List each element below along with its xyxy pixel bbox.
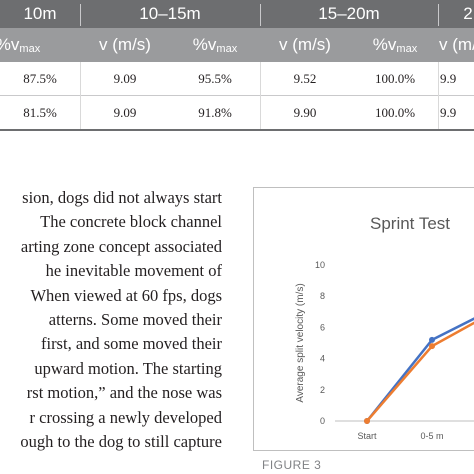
table-cell: 91.8%: [198, 105, 232, 120]
table-row: 87.5% 9.09 95.5% 9.52 100.0% 9.9: [0, 62, 474, 95]
x-tick-label: 0-5 m: [420, 431, 443, 441]
col-header-pct-vmax: %vmax: [372, 35, 418, 55]
col-header-pct-vmax: %vmax: [192, 35, 238, 55]
col-header-velocity: v (m/s): [279, 35, 331, 54]
x-tick-label: Start: [357, 431, 377, 441]
group-header-divider: [438, 4, 439, 26]
series-0-point: [429, 336, 435, 343]
y-tick-label: 0: [320, 416, 325, 426]
table-cell: 9.90: [293, 105, 317, 120]
group-header-divider: [80, 4, 81, 26]
table-bottom-rule: [0, 129, 474, 131]
text-line: The concrete block channel: [40, 212, 222, 232]
text-line: When viewed at 60 fps, dogs: [30, 285, 222, 305]
table-cell: 9.9: [440, 71, 457, 86]
col-header-velocity: v (m/s): [99, 35, 151, 54]
y-tick-label: 6: [320, 322, 325, 332]
table-cell: 87.5%: [23, 71, 57, 86]
table-cell: 81.5%: [23, 105, 57, 120]
group-header-0-10m: 10m: [23, 4, 57, 23]
column-divider: [80, 62, 81, 129]
table-cell: 100.0%: [374, 71, 416, 86]
text-line: arting zone concept associated: [20, 236, 222, 256]
text-line: ough to the dog to still capture: [20, 432, 222, 452]
table-cell: 95.5%: [198, 71, 232, 86]
table-group-header-band: [0, 0, 474, 28]
text-line: upward motion. The starting: [34, 358, 222, 378]
column-divider: [438, 62, 439, 129]
y-tick-label: 4: [320, 354, 325, 364]
row-divider: [0, 95, 474, 96]
group-header-15-20m: 15–20m: [318, 4, 380, 23]
table-cell: 9.09: [113, 105, 137, 120]
figure-frame: [253, 187, 474, 451]
text-line: sion, dogs did not always start: [22, 188, 222, 207]
col-header-velocity: v (m/s): [439, 35, 474, 54]
column-divider: [260, 62, 261, 129]
table-row: 81.5% 9.09 91.8% 9.90 100.0% 9.9: [0, 96, 474, 129]
figure-caption: FIGURE 3: [262, 458, 322, 472]
table-cell: 9.9: [440, 105, 457, 120]
y-tick-label: 10: [315, 260, 325, 270]
group-header-10-15m: 10–15m: [139, 4, 201, 23]
y-axis-label: Average split velocity (m/s): [295, 283, 306, 402]
body-paragraph: sion, dogs did not always start The conc…: [0, 186, 222, 454]
table-cell: 9.09: [113, 71, 137, 86]
series-1-point: [364, 418, 370, 424]
chart-title: Sprint Test: [370, 214, 451, 233]
text-line: r crossing a newly developed: [29, 407, 222, 427]
series-1-point: [429, 343, 435, 350]
col-header-pct-vmax: %vmax: [0, 35, 41, 55]
table-cell: 100.0%: [374, 105, 416, 120]
table-sub-header-band: [0, 28, 474, 62]
y-tick-label: 2: [320, 385, 325, 395]
text-line: first, and some moved their: [40, 334, 222, 354]
text-line: rst motion,” and the nose was: [26, 383, 222, 403]
table-cell: 9.52: [293, 71, 317, 86]
y-tick-label: 8: [320, 291, 325, 301]
group-header-divider: [260, 4, 261, 26]
group-header-next: 2: [463, 4, 473, 23]
text-line: atterns. Some moved their: [48, 310, 222, 330]
text-line: he inevitable movement of: [45, 261, 222, 281]
